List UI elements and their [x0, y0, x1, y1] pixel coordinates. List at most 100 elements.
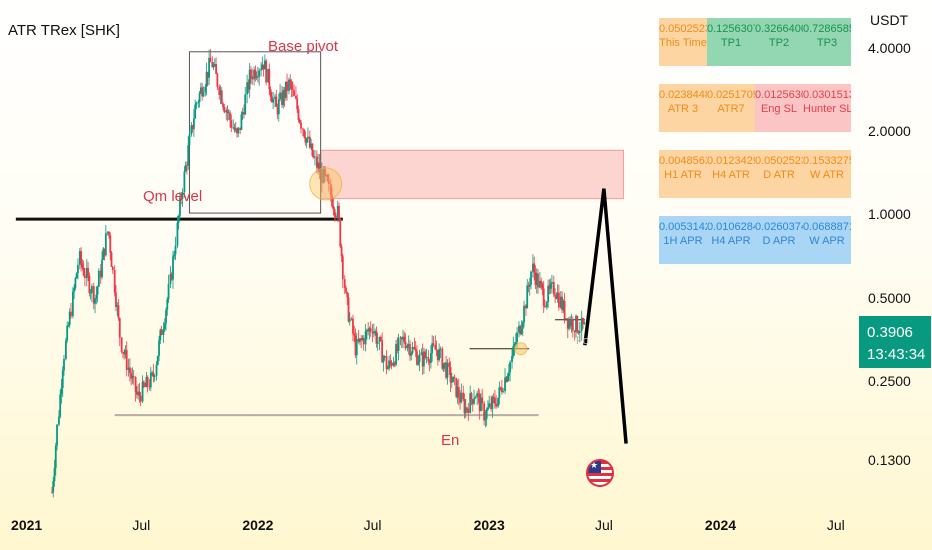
- candle-body: [528, 284, 531, 287]
- candle-body: [534, 272, 537, 286]
- candle-body: [117, 305, 120, 319]
- candle-body: [288, 79, 290, 92]
- candle-body: [568, 320, 570, 329]
- candle-body: [564, 318, 567, 320]
- candle-body: [367, 329, 370, 332]
- candle-body: [520, 328, 523, 334]
- x-tick-label: Jul: [363, 517, 382, 533]
- candle-body: [535, 273, 538, 286]
- candle-body: [491, 397, 494, 409]
- stats-cell-value: 0.0502523: [659, 23, 707, 35]
- candle-body: [56, 424, 58, 446]
- candle-body: [393, 362, 396, 365]
- candle-body: [283, 90, 286, 98]
- candle-body: [533, 263, 536, 273]
- candle-body: [184, 165, 187, 172]
- candle-body: [208, 57, 211, 78]
- candle-body: [341, 256, 344, 280]
- candle-body: [438, 349, 441, 361]
- candle-body: [298, 119, 301, 123]
- candle-body: [346, 292, 349, 298]
- stats-cell-label: TP1: [720, 37, 742, 49]
- candle-body: [556, 292, 559, 299]
- y-tick-label: 1.0000: [868, 206, 911, 223]
- candle-body: [68, 311, 71, 326]
- candle-body: [108, 231, 110, 236]
- candle-body: [487, 407, 489, 410]
- candle-body: [263, 60, 266, 70]
- candle-body: [52, 481, 55, 493]
- projection-path: [583, 188, 628, 444]
- candle-body: [223, 107, 226, 113]
- candle-body: [236, 128, 238, 134]
- stats-cell: 0.0048563 H1 ATR: [659, 150, 707, 198]
- candle-body: [70, 311, 72, 317]
- candle-body: [348, 318, 351, 322]
- stats-cell-value: 0.1533275: [803, 155, 851, 167]
- candle-body: [255, 76, 258, 78]
- candle-body: [173, 254, 176, 257]
- candle-body: [434, 344, 437, 350]
- candle-body: [516, 332, 518, 343]
- stats-cell: 0.0301513 Hunter SL: [803, 84, 851, 132]
- y-tick-label: 0.2500: [868, 373, 911, 390]
- en-label: En: [441, 432, 460, 449]
- candle-body: [548, 285, 551, 289]
- candle-body: [172, 256, 174, 280]
- candle-body: [450, 381, 453, 383]
- stats-cell-label: TP2: [768, 37, 790, 49]
- candle-body: [216, 73, 219, 87]
- candle-body: [111, 266, 114, 271]
- candle-body: [261, 64, 264, 70]
- candle-body: [460, 392, 463, 403]
- candle-body: [321, 168, 323, 184]
- candle-body: [381, 340, 384, 363]
- candle-body: [555, 295, 558, 299]
- candle-body: [420, 352, 423, 355]
- candle-body: [274, 96, 276, 99]
- candle-body: [260, 69, 262, 71]
- candle-body: [53, 468, 56, 482]
- candle-body: [66, 325, 69, 341]
- candle-body: [290, 81, 293, 90]
- candle-body: [327, 180, 330, 184]
- candle-body: [332, 206, 335, 210]
- y-tick-label: 0.5000: [868, 289, 911, 306]
- candle-body: [532, 263, 534, 272]
- candle-body: [239, 127, 242, 130]
- candle-body: [87, 268, 89, 276]
- candle-body: [251, 76, 254, 80]
- candle-body: [360, 338, 363, 340]
- candle-body: [230, 120, 233, 128]
- candle-body: [354, 335, 357, 356]
- candle-body: [400, 337, 403, 340]
- candle-body: [272, 98, 275, 103]
- stats-cell-label: Hunter SL: [803, 103, 851, 115]
- candle-body: [492, 397, 495, 398]
- candle-body: [375, 331, 378, 344]
- candle-body: [340, 246, 343, 257]
- candle-body: [92, 286, 95, 304]
- candle-body: [504, 377, 506, 392]
- stats-cell-value: 0.0251709: [707, 89, 755, 101]
- candle-body: [190, 125, 193, 135]
- candle-body: [215, 64, 217, 74]
- candle-body: [552, 282, 555, 295]
- candle-body: [541, 283, 544, 289]
- stats-cell-label: Eng SL: [760, 103, 798, 115]
- candle-body: [554, 294, 557, 296]
- candle-body: [502, 391, 505, 392]
- candle-body: [312, 156, 315, 158]
- candle-body: [304, 136, 307, 143]
- stats-cell: 0.0502523 This Time: [659, 18, 707, 66]
- candle-body: [362, 337, 365, 345]
- candle-body: [414, 349, 417, 352]
- candle-body: [423, 351, 425, 367]
- candle-body: [498, 387, 501, 398]
- candle-body: [357, 338, 360, 342]
- candle-body: [467, 408, 470, 414]
- us-flag-icon[interactable]: ★: [586, 459, 614, 487]
- candle-body: [311, 143, 314, 157]
- stats-cell-label: H4 ATR: [712, 169, 750, 181]
